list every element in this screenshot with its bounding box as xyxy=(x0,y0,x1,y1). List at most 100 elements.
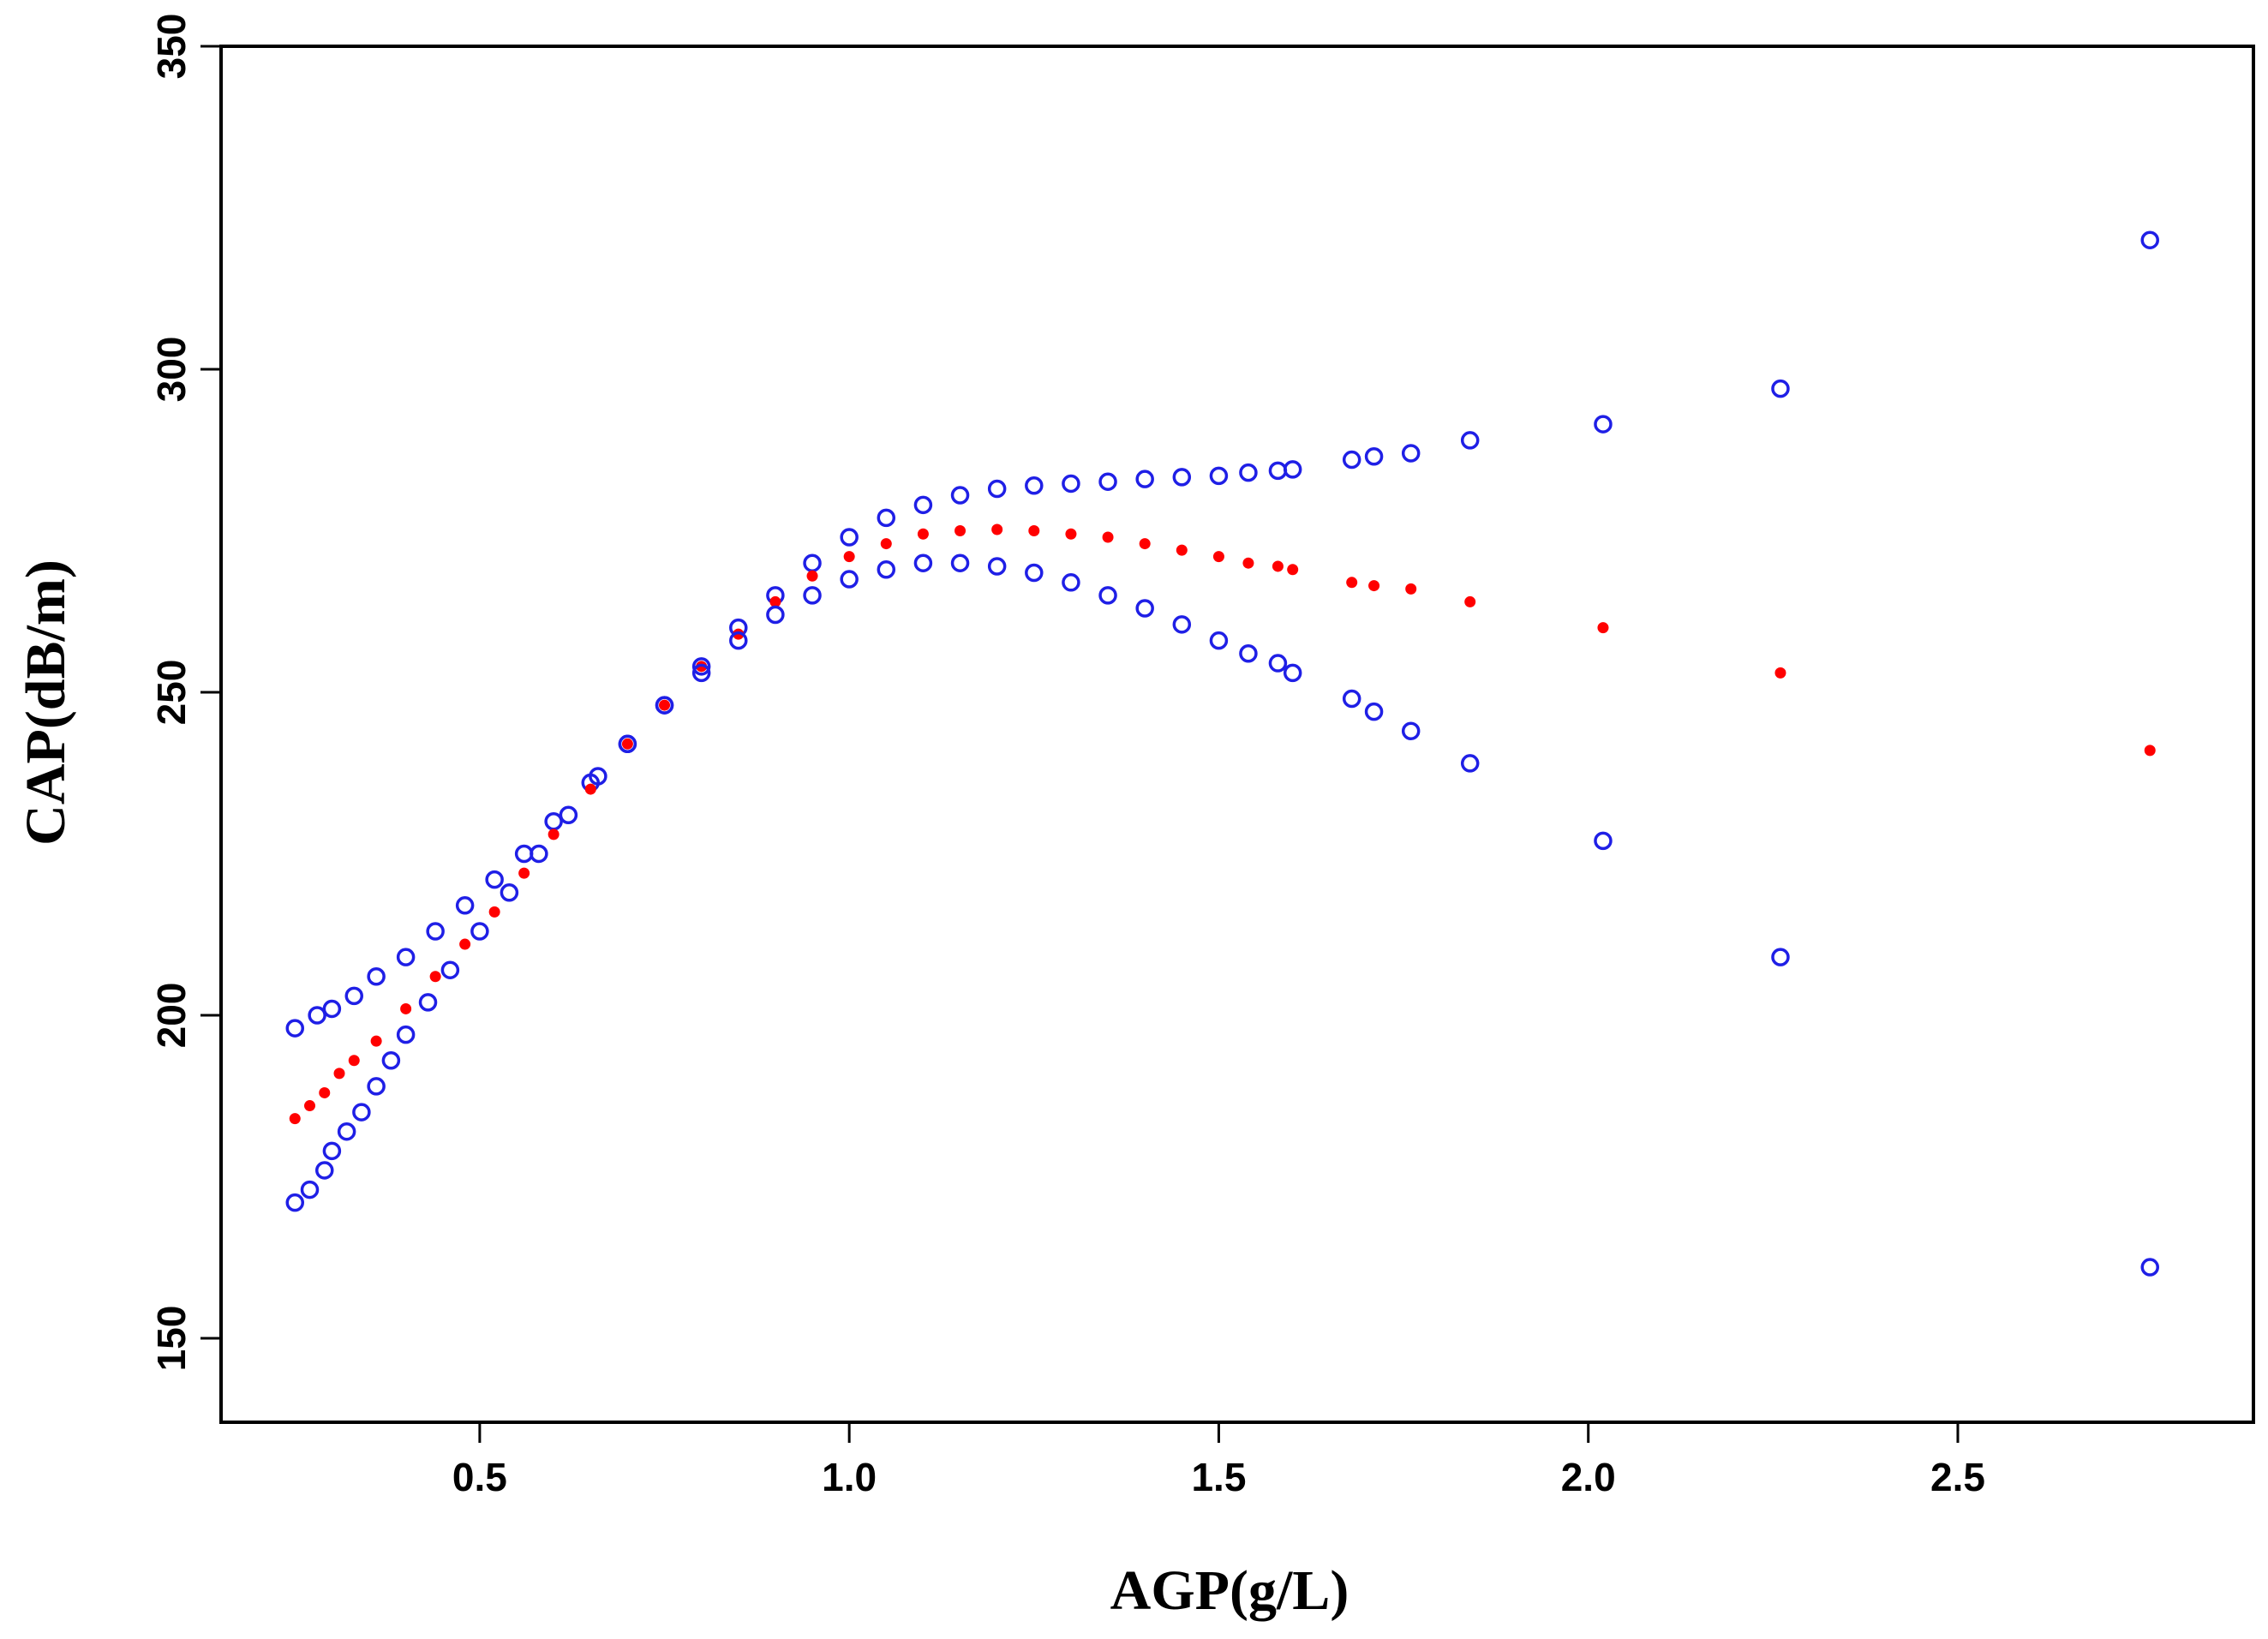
x-axis-title: AGP(g/L) xyxy=(1110,1559,1349,1622)
fitted-point xyxy=(304,1100,316,1112)
fitted-point xyxy=(621,738,633,750)
lower-ci-point xyxy=(655,696,674,715)
lower-ci-point xyxy=(1098,586,1117,605)
fitted-point xyxy=(1287,564,1299,576)
fitted-point xyxy=(584,783,596,795)
lower-ci-point xyxy=(418,993,438,1012)
upper-ci-point xyxy=(1098,472,1117,491)
series-fitted xyxy=(289,523,2156,1125)
lower-ci-point xyxy=(1460,754,1480,773)
lower-ci-point xyxy=(381,1051,401,1070)
upper-ci-point xyxy=(877,508,896,528)
upper-ci-point xyxy=(803,553,822,572)
upper-ci-point xyxy=(308,1006,326,1025)
lower-ci-point xyxy=(322,1141,342,1161)
x-tick-label: 2.0 xyxy=(1561,1455,1616,1499)
lower-ci-point xyxy=(803,586,822,605)
lower-ci-point xyxy=(1364,702,1384,721)
lower-ci-point xyxy=(1771,948,1790,966)
lower-ci-point xyxy=(913,553,933,572)
y-axis: 150 200 250 300 350 xyxy=(149,14,221,1372)
lower-ci-point xyxy=(2140,1258,2159,1277)
lower-ci-point xyxy=(1062,573,1080,592)
upper-ci-point xyxy=(544,812,563,831)
upper-ci-point xyxy=(367,966,386,986)
upper-ci-point xyxy=(396,948,416,966)
upper-ci-point xyxy=(1364,447,1384,466)
upper-ci-point xyxy=(950,486,970,505)
lower-ci-point xyxy=(729,631,748,650)
upper-ci-point xyxy=(1209,466,1229,486)
fitted-point xyxy=(1065,528,1077,540)
fitted-point xyxy=(1272,560,1284,572)
lower-ci-point xyxy=(1283,663,1302,683)
fitted-point xyxy=(1774,667,1786,679)
plot-border xyxy=(219,45,2255,1424)
lower-ci-point xyxy=(1342,689,1361,709)
upper-ci-point xyxy=(485,870,504,889)
y-axis-title: CAP(dB/m) xyxy=(15,559,77,846)
fitted-point xyxy=(659,699,671,711)
data-points xyxy=(285,230,2159,1277)
lower-ci-point xyxy=(1401,721,1421,740)
upper-ci-point xyxy=(1283,460,1302,479)
lower-ci-point xyxy=(766,605,785,625)
x-tick-label: 2.5 xyxy=(1930,1455,1985,1499)
fitted-point xyxy=(1212,551,1224,563)
fitted-point xyxy=(319,1086,331,1098)
y-tick-label: 350 xyxy=(149,14,194,80)
upper-ci-point xyxy=(1268,461,1288,481)
lower-ci-point xyxy=(1172,615,1192,634)
x-tick-label: 1.0 xyxy=(822,1455,877,1499)
x-axis: 0.5 1.0 1.5 2.0 2.5 xyxy=(452,1422,1985,1499)
fitted-point xyxy=(769,595,781,607)
lower-ci-point xyxy=(315,1161,334,1180)
upper-ci-point xyxy=(691,657,711,676)
upper-ci-point xyxy=(1135,470,1154,488)
upper-ci-point xyxy=(1342,450,1361,470)
lower-ci-point xyxy=(300,1180,320,1199)
fitted-point xyxy=(917,528,929,540)
lower-ci-point xyxy=(877,559,896,579)
series-lower-ci xyxy=(285,553,2159,1277)
upper-ci-point xyxy=(987,479,1007,499)
fitted-point xyxy=(1102,531,1114,543)
lower-ci-point xyxy=(440,960,460,979)
lower-ci-point xyxy=(500,882,519,902)
fitted-point xyxy=(1139,538,1151,550)
y-tick-label: 300 xyxy=(149,337,194,403)
y-tick-label: 200 xyxy=(149,983,194,1049)
fitted-point xyxy=(1368,580,1380,592)
upper-ci-point xyxy=(1594,415,1613,434)
upper-ci-point xyxy=(1062,474,1080,493)
lower-ci-point xyxy=(367,1077,386,1096)
lower-ci-point xyxy=(987,557,1007,576)
fitted-point xyxy=(1028,524,1040,536)
fitted-point xyxy=(1405,583,1417,595)
plot-frame xyxy=(219,45,2255,1424)
lower-ci-point xyxy=(1025,563,1044,583)
fitted-point xyxy=(370,1035,382,1047)
lower-ci-point xyxy=(950,553,970,572)
fitted-point xyxy=(518,867,530,879)
fitted-point xyxy=(1346,577,1358,589)
lower-ci-point xyxy=(618,734,637,754)
fitted-point xyxy=(806,570,818,582)
upper-ci-point xyxy=(840,528,859,547)
fitted-point xyxy=(1242,557,1254,569)
upper-ci-point xyxy=(285,1019,305,1038)
lower-ci-point xyxy=(1209,631,1229,650)
fitted-point xyxy=(548,828,560,840)
upper-ci-point xyxy=(455,896,475,915)
lower-ci-point xyxy=(1268,654,1288,673)
upper-ci-point xyxy=(913,495,933,515)
lower-ci-point xyxy=(1135,599,1154,618)
fitted-point xyxy=(843,551,855,563)
upper-ci-point xyxy=(1025,476,1044,495)
y-tick-label: 150 xyxy=(149,1306,194,1372)
upper-ci-point xyxy=(426,922,445,941)
fitted-point xyxy=(488,906,500,918)
lower-ci-point xyxy=(1594,831,1613,851)
fitted-point xyxy=(429,971,441,983)
